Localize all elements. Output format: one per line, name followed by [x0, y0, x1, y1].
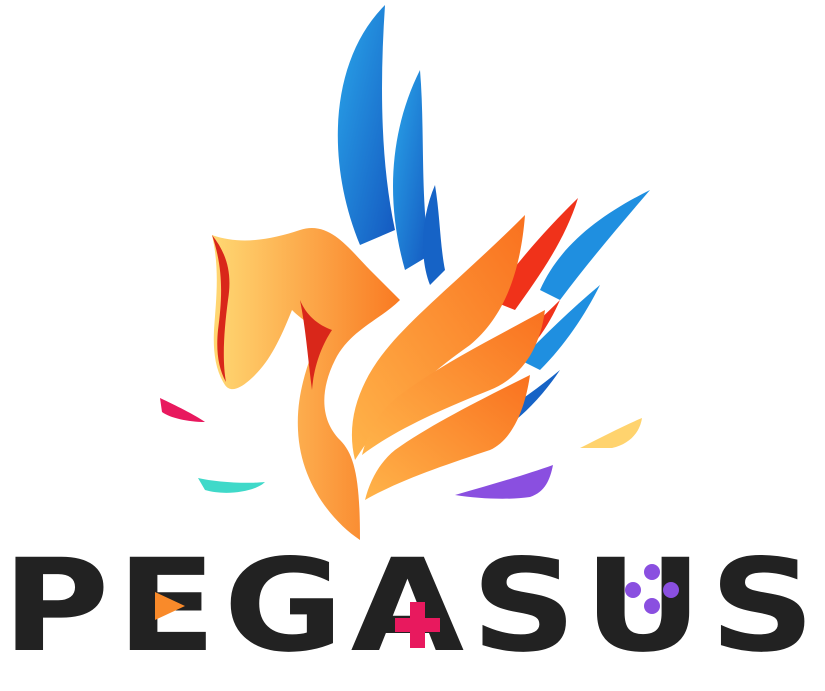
play-triangle-icon — [155, 592, 185, 620]
plus-cross-icon — [395, 602, 440, 648]
accent-pink-shape — [160, 398, 205, 422]
accent-yellow-shape — [580, 418, 642, 448]
wordmark-text: PEGASUS — [2, 532, 822, 681]
pegasus-mark-icon — [212, 5, 650, 540]
accent-purple-shape — [455, 465, 553, 499]
gamepad-buttons-icon — [625, 564, 679, 614]
accent-teal-shape — [198, 478, 265, 493]
